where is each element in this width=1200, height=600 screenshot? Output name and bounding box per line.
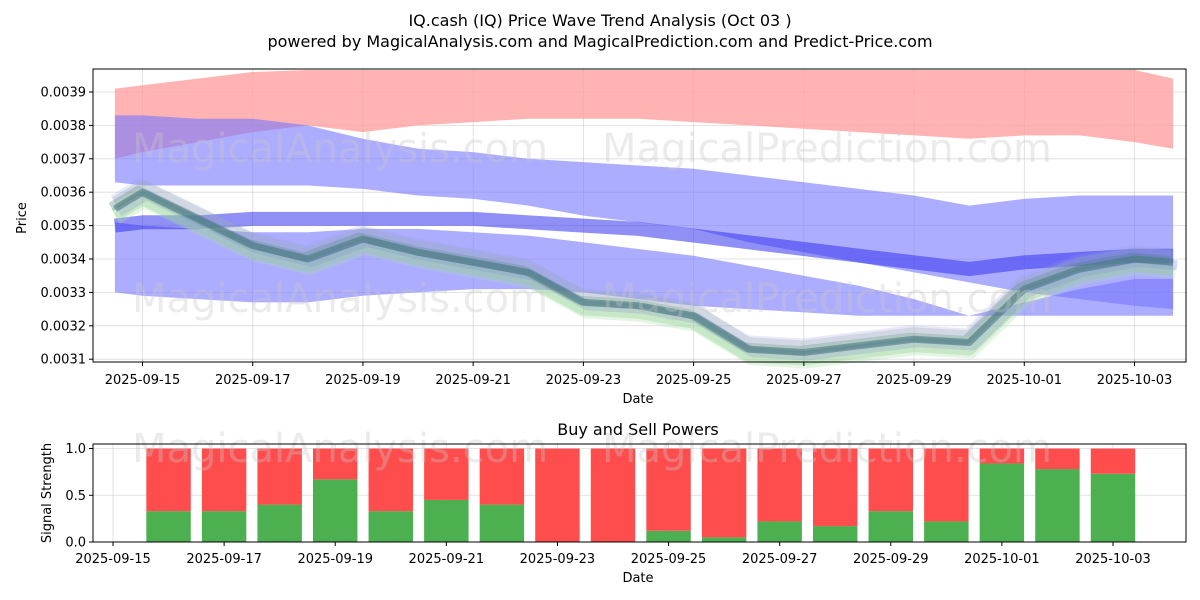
buy-bar-2 [257,504,302,542]
signal-xtick-label-4: 2025-09-23 [520,552,596,567]
price-wave-shadow-5 [110,178,1172,347]
watermark-analysis-top: MagicalAnalysis.com [132,126,548,172]
price-ytick-label-2: 0.0033 [41,286,87,301]
sell-bar-16 [1035,448,1080,470]
price-xtick-label-7: 2025-09-29 [876,373,952,388]
buy-bar-13 [868,511,913,542]
figure-title: IQ.cash (IQ) Price Wave Trend Analysis (… [408,11,791,30]
signal-y-axis-label: Signal Strength [40,443,55,543]
sell-bar-10 [701,448,747,538]
price-xtick-label-2: 2025-09-19 [325,373,401,388]
sell-bar-14 [924,448,969,522]
price-xtick-label-0: 2025-09-15 [105,373,181,388]
sell-bar-3 [313,448,358,480]
sell-bar-7 [535,448,580,542]
signal-chart: Buy and Sell Powers MagicalAnalysis.com … [40,420,1187,586]
price-xtick-label-3: 2025-09-21 [435,373,511,388]
price-x-axis-label: Date [622,392,653,407]
sell-bar-12 [813,448,858,527]
buy-bar-12 [813,526,858,542]
sell-bar-13 [868,448,913,512]
price-trend-line [114,211,1174,276]
buy-bar-17 [1090,473,1136,542]
signal-xtick-label-9: 2025-10-03 [1075,552,1151,567]
watermark-analysis-bottom: MagicalAnalysis.com [132,426,548,472]
signal-xtick-label-6: 2025-09-27 [742,552,818,567]
watermark-analysis-mid: MagicalAnalysis.com [132,276,548,322]
signal-xtick-label-2: 2025-09-19 [297,552,373,567]
signal-xtick-label-0: 2025-09-15 [75,552,151,567]
buy-bar-5 [424,499,469,542]
price-ytick-label-6: 0.0037 [41,152,87,167]
buy-bar-3 [313,479,358,542]
buy-bar-6 [479,504,525,542]
buy-bar-10 [701,537,747,542]
signal-plot-frame [92,443,1187,543]
price-wave-shadow-0 [111,191,1174,366]
signal-xtick-label-7: 2025-09-29 [853,552,929,567]
price-wave-shadow-1 [111,180,1174,353]
signal-chart-title: Buy and Sell Powers [557,420,719,439]
buy-bar-9 [646,530,691,542]
price-xtick-label-5: 2025-09-25 [656,373,732,388]
watermark-prediction-top: MagicalPrediction.com [602,126,1052,172]
signal-ytick-label-1: 0.5 [65,489,86,504]
price-xtick-label-8: 2025-10-01 [986,373,1062,388]
price-band-0 [114,70,1174,159]
sell-bar-2 [257,448,302,505]
price-xtick-label-4: 2025-09-23 [546,373,622,388]
figure-subtitle: powered by MagicalAnalysis.com and Magic… [267,32,932,51]
watermark-prediction-bottom: MagicalPrediction.com [602,426,1052,472]
sell-bar-11 [757,448,802,522]
price-y-axis-label: Price [15,202,30,234]
buy-bar-14 [924,521,969,542]
price-ytick-label-1: 0.0032 [41,319,87,334]
watermark-prediction-mid: MagicalPrediction.com [602,276,1052,322]
price-ytick-label-4: 0.0035 [41,219,87,234]
buy-bar-4 [368,511,413,542]
price-xtick-label-6: 2025-09-27 [766,373,842,388]
price-ytick-label-7: 0.0038 [41,119,87,134]
buy-bar-1 [201,511,247,542]
price-plot-frame [92,68,1187,363]
signal-ytick-label-2: 1.0 [65,442,86,457]
price-ytick-label-0: 0.0031 [41,353,87,368]
sell-bar-17 [1090,448,1136,474]
sell-bar-9 [646,448,691,531]
sell-bar-1 [201,448,247,512]
signal-x-axis-label: Date [622,571,653,586]
sell-bar-5 [424,448,469,500]
price-xtick-label-1: 2025-09-17 [215,373,291,388]
price-chart: MagicalAnalysis.com MagicalPrediction.co… [15,68,1187,407]
price-ytick-label-3: 0.0034 [41,253,87,268]
buy-bar-15 [979,463,1025,542]
price-ytick-label-5: 0.0036 [41,186,87,201]
price-wave-line [113,188,1174,356]
buy-bar-0 [146,511,191,542]
signal-xtick-label-3: 2025-09-21 [409,552,485,567]
sell-bar-8 [590,448,636,542]
buy-bar-11 [757,521,802,542]
price-ytick-label-8: 0.0039 [41,86,87,101]
price-xtick-label-9: 2025-10-03 [1097,373,1173,388]
signal-xtick-label-1: 2025-09-17 [186,552,262,567]
signal-xtick-label-8: 2025-10-01 [964,552,1040,567]
sell-bar-0 [146,448,191,512]
buy-bar-16 [1035,469,1080,542]
sell-bar-6 [479,448,525,505]
signal-xtick-label-5: 2025-09-25 [631,552,707,567]
sell-bar-4 [368,448,413,512]
sell-bar-15 [979,448,1025,464]
price-wave-shadow-4 [113,196,1176,369]
signal-ytick-label-0: 0.0 [65,536,86,551]
